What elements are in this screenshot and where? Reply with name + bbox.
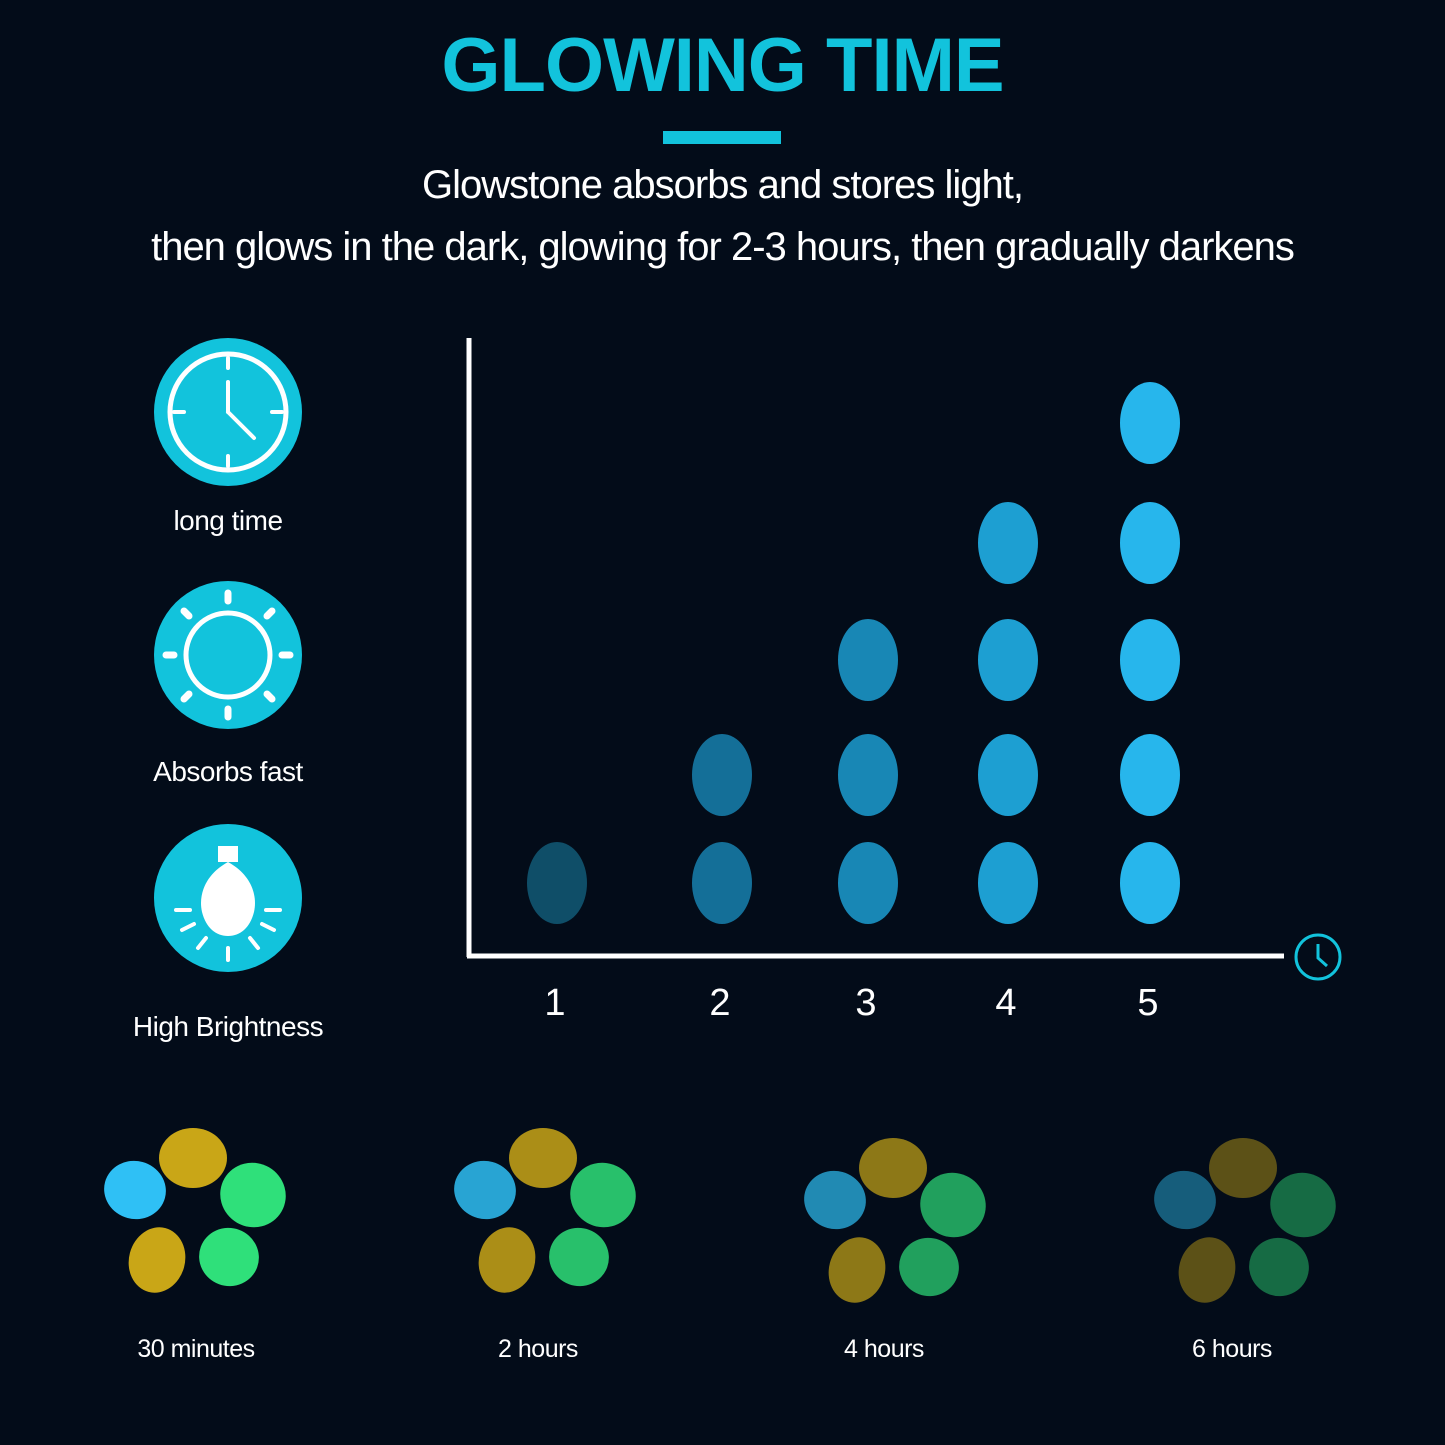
glow-stone bbox=[509, 1128, 577, 1188]
feature-label-high-brightness: High Brightness bbox=[132, 1011, 324, 1042]
glow-stone bbox=[1178, 1237, 1236, 1303]
glow-stone bbox=[478, 1227, 536, 1293]
time-label: 2 hours bbox=[498, 1335, 578, 1363]
glow-stone-mark bbox=[1120, 734, 1180, 816]
glow-stone-mark bbox=[1120, 382, 1180, 464]
subtitle-line-1: Glowstone absorbs and stores light, bbox=[422, 163, 1024, 207]
subtitle-line-2: then glows in the dark, glowing for 2-3 … bbox=[151, 225, 1295, 269]
glow-stone bbox=[920, 1172, 986, 1238]
x-tick-label: 1 bbox=[544, 982, 566, 1024]
page-title: GLOWING TIME bbox=[441, 23, 1004, 108]
light-bulb-icon bbox=[154, 824, 302, 972]
glow-stones-photo bbox=[1154, 1138, 1336, 1303]
time-label: 6 hours bbox=[1192, 1335, 1272, 1363]
glow-stone-mark bbox=[838, 842, 898, 924]
x-tick-label: 5 bbox=[1137, 982, 1159, 1024]
glow-stone bbox=[859, 1138, 927, 1198]
glow-stone bbox=[220, 1162, 286, 1228]
glow-stone-mark bbox=[838, 734, 898, 816]
sun-icon bbox=[154, 581, 302, 729]
clock-icon bbox=[154, 338, 302, 486]
glow-stone bbox=[104, 1160, 166, 1220]
glow-stone bbox=[128, 1227, 186, 1293]
glow-stone bbox=[899, 1237, 959, 1297]
glow-stone-mark bbox=[1120, 842, 1180, 924]
glow-stone-mark bbox=[1120, 619, 1180, 701]
glow-stone-mark bbox=[527, 842, 587, 924]
feature-label-absorbs-fast: Absorbs fast bbox=[153, 756, 303, 787]
glow-stone-mark bbox=[838, 619, 898, 701]
glow-stone bbox=[1249, 1237, 1309, 1297]
glow-stone bbox=[1270, 1172, 1336, 1238]
glow-stone bbox=[804, 1170, 866, 1230]
glow-stone bbox=[159, 1128, 227, 1188]
glow-stone bbox=[199, 1227, 259, 1287]
time-label: 4 hours bbox=[844, 1335, 924, 1363]
glow-stone bbox=[1209, 1138, 1277, 1198]
glow-stone-mark bbox=[978, 842, 1038, 924]
glow-stone bbox=[1154, 1170, 1216, 1230]
x-tick-label: 2 bbox=[709, 982, 731, 1024]
glow-stone-mark bbox=[978, 619, 1038, 701]
x-tick-label: 3 bbox=[855, 982, 877, 1024]
glow-stone bbox=[549, 1227, 609, 1287]
title-underline bbox=[663, 131, 781, 144]
glow-stone bbox=[454, 1160, 516, 1220]
glow-stone bbox=[570, 1162, 636, 1228]
time-label: 30 minutes bbox=[137, 1335, 255, 1363]
clock-icon bbox=[1294, 933, 1342, 981]
glow-stones-photo bbox=[104, 1128, 286, 1293]
glow-stone-mark bbox=[692, 734, 752, 816]
glow-stones-photo bbox=[804, 1138, 986, 1303]
x-tick-label: 4 bbox=[995, 982, 1017, 1024]
glow-stone-mark bbox=[978, 502, 1038, 584]
glow-stone bbox=[828, 1237, 886, 1303]
glow-chart bbox=[466, 338, 1342, 981]
feature-label-long-time: long time bbox=[173, 505, 283, 536]
glow-stone-mark bbox=[692, 842, 752, 924]
glow-stone-mark bbox=[1120, 502, 1180, 584]
glow-stones-photo bbox=[454, 1128, 636, 1293]
glow-stone-mark bbox=[978, 734, 1038, 816]
